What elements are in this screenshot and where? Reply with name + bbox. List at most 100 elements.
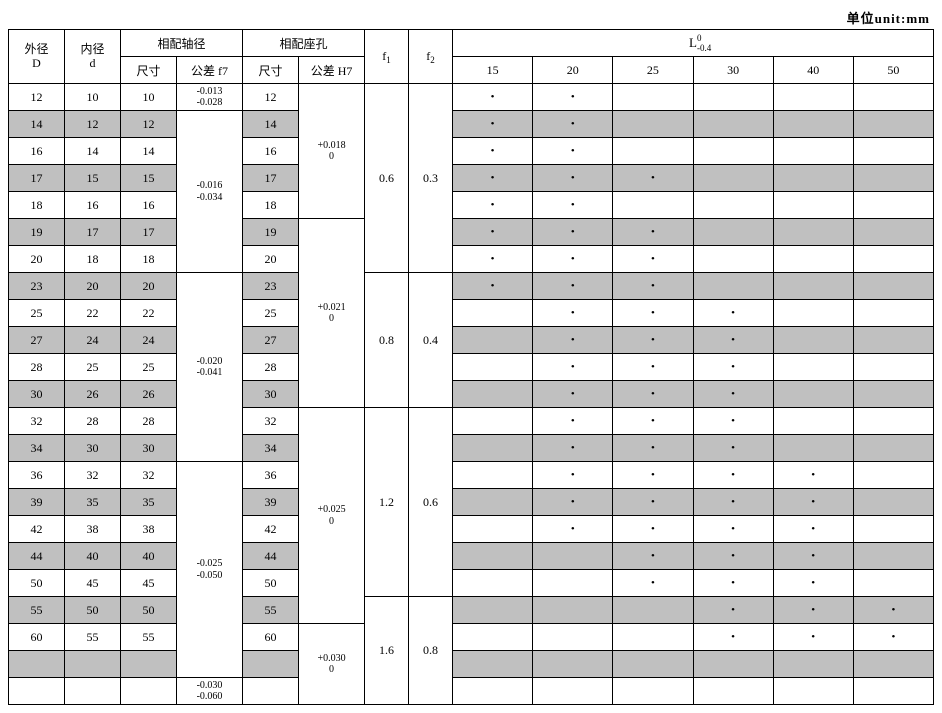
table-cell: 17: [243, 165, 299, 192]
table-cell: [9, 678, 65, 705]
hdr-bore-tol: 公差 H7: [299, 57, 365, 84]
L-cell: [773, 408, 853, 435]
L-cell: •: [613, 327, 693, 354]
tol-H7-cell: +0.0300: [299, 624, 365, 705]
L-cell: [533, 543, 613, 570]
table-cell: 18: [65, 246, 121, 273]
table-cell: 50: [243, 570, 299, 597]
table-cell: 38: [121, 516, 177, 543]
table-cell: 45: [121, 570, 177, 597]
L-cell: [853, 435, 933, 462]
L-cell: •: [533, 138, 613, 165]
L-cell: [613, 678, 693, 705]
table-cell: 28: [121, 408, 177, 435]
table-cell: 14: [243, 111, 299, 138]
table-row: 363232-0.025-0.05036••••: [9, 462, 934, 489]
L-cell: •: [533, 408, 613, 435]
L-cell: [773, 84, 853, 111]
L-cell: [773, 327, 853, 354]
L-cell: [693, 111, 773, 138]
hdr-shaft-tol: 公差 f7: [177, 57, 243, 84]
L-cell: •: [693, 408, 773, 435]
tol-f7-cell: -0.020-0.041: [177, 273, 243, 462]
L-cell: [453, 327, 533, 354]
table-cell: 60: [243, 624, 299, 651]
L-cell: •: [533, 111, 613, 138]
table-cell: 27: [9, 327, 65, 354]
L-cell: •: [453, 165, 533, 192]
table-cell: 25: [121, 354, 177, 381]
L-cell: •: [453, 192, 533, 219]
table-cell: 30: [243, 381, 299, 408]
table-cell: 14: [9, 111, 65, 138]
table-cell: [121, 678, 177, 705]
table-row: 16141416••: [9, 138, 934, 165]
L-cell: •: [773, 570, 853, 597]
L-cell: •: [453, 219, 533, 246]
table-cell: 28: [9, 354, 65, 381]
table-cell: 32: [243, 408, 299, 435]
L-cell: [693, 219, 773, 246]
table-cell: 55: [121, 624, 177, 651]
L-cell: [853, 381, 933, 408]
table-row: 34303034•••: [9, 435, 934, 462]
tol-H7-cell: +0.0180: [299, 84, 365, 219]
hdr-L-40: 40: [773, 57, 853, 84]
table-row: 60555560+0.0300•••: [9, 624, 934, 651]
L-cell: [773, 219, 853, 246]
table-cell: 22: [121, 300, 177, 327]
table-cell: 18: [9, 192, 65, 219]
L-cell: [773, 192, 853, 219]
f1-cell: 0.6: [365, 84, 409, 273]
table-row: 42383842••••: [9, 516, 934, 543]
L-cell: [853, 246, 933, 273]
L-cell: •: [613, 516, 693, 543]
table-cell: 15: [65, 165, 121, 192]
table-cell: 15: [121, 165, 177, 192]
L-cell: •: [533, 192, 613, 219]
L-cell: [853, 192, 933, 219]
table-cell: 24: [65, 327, 121, 354]
L-cell: •: [613, 462, 693, 489]
L-cell: •: [693, 462, 773, 489]
hdr-inner-diameter: 内径d: [65, 30, 121, 84]
L-cell: [773, 435, 853, 462]
L-cell: •: [693, 597, 773, 624]
L-cell: [533, 651, 613, 678]
table-cell: 32: [9, 408, 65, 435]
L-cell: [853, 678, 933, 705]
table-cell: 30: [121, 435, 177, 462]
L-cell: [693, 138, 773, 165]
tol-f7-cell: -0.030-0.060: [177, 678, 243, 705]
L-cell: •: [773, 543, 853, 570]
table-cell: 50: [65, 597, 121, 624]
hdr-L: L0-0.4: [453, 30, 934, 57]
L-cell: [773, 651, 853, 678]
table-cell: 40: [65, 543, 121, 570]
L-cell: •: [773, 489, 853, 516]
table-cell: 19: [243, 219, 299, 246]
table-cell: 45: [65, 570, 121, 597]
table-cell: 30: [65, 435, 121, 462]
L-cell: [853, 273, 933, 300]
tol-f7-cell: -0.025-0.050: [177, 462, 243, 678]
table-cell: 17: [121, 219, 177, 246]
table-cell: [65, 651, 121, 678]
table-row: 18161618••: [9, 192, 934, 219]
L-cell: [453, 489, 533, 516]
tol-H7-cell: +0.0210: [299, 219, 365, 408]
table-cell: 16: [121, 192, 177, 219]
table-cell: 25: [243, 300, 299, 327]
L-cell: [453, 651, 533, 678]
table-row: 50454550•••: [9, 570, 934, 597]
L-cell: •: [613, 354, 693, 381]
L-cell: •: [693, 570, 773, 597]
tol-H7-cell: +0.0250: [299, 408, 365, 624]
L-cell: [773, 138, 853, 165]
table-cell: 12: [65, 111, 121, 138]
L-cell: [613, 111, 693, 138]
f2-cell: 0.3: [409, 84, 453, 273]
table-row: [9, 651, 934, 678]
L-cell: [613, 651, 693, 678]
table-row: -0.030-0.060: [9, 678, 934, 705]
